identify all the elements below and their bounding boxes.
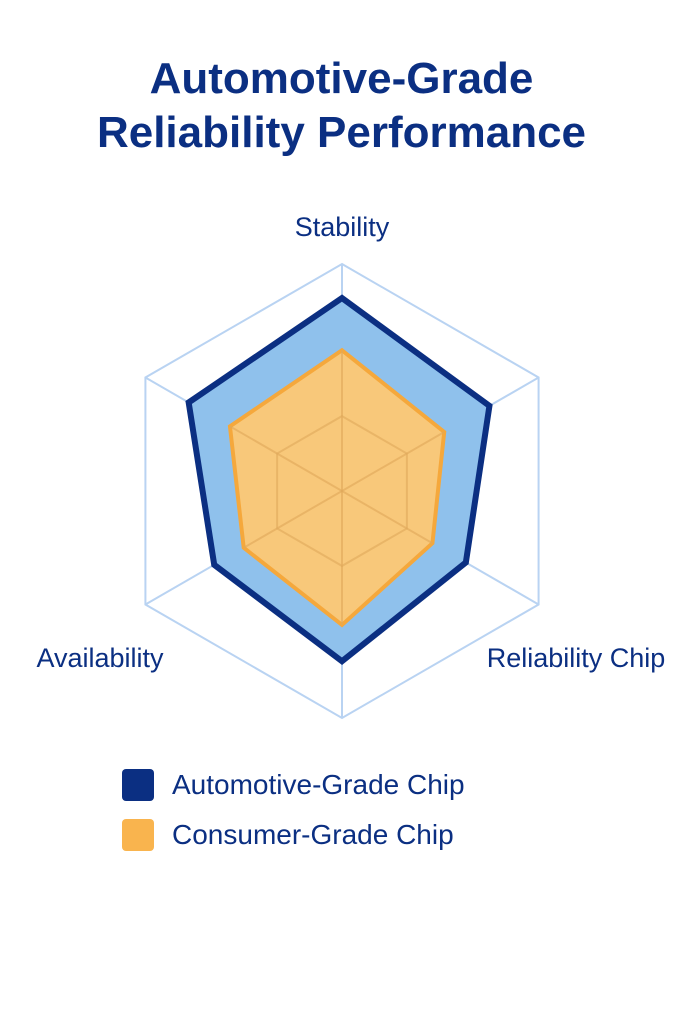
axis-label-4: Availability (36, 643, 164, 673)
inner-spoke-2 (341, 490, 433, 545)
legend-label-consumer: Consumer-Grade Chip (172, 819, 454, 850)
axis-label-0: Stability (295, 212, 390, 242)
legend-swatch-automotive (122, 769, 154, 801)
legend-label-automotive: Automotive-Grade Chip (172, 769, 465, 800)
axis-label-2: Reliability Chip (487, 643, 666, 673)
chart-title-line-2: Reliability Performance (96, 108, 587, 157)
inner-spoke-1 (341, 431, 445, 492)
chart-title-line-1: Automotive-Grade (149, 54, 534, 103)
inner-spoke-5 (229, 425, 343, 492)
legend-swatch-consumer (122, 819, 154, 851)
legend-item-consumer: Consumer-Grade Chip (122, 819, 454, 851)
legend-item-automotive: Automotive-Grade Chip (122, 769, 465, 801)
chart-title: Automotive-Grade Reliability Performance (0, 52, 683, 160)
inner-spoke-4 (243, 490, 343, 549)
